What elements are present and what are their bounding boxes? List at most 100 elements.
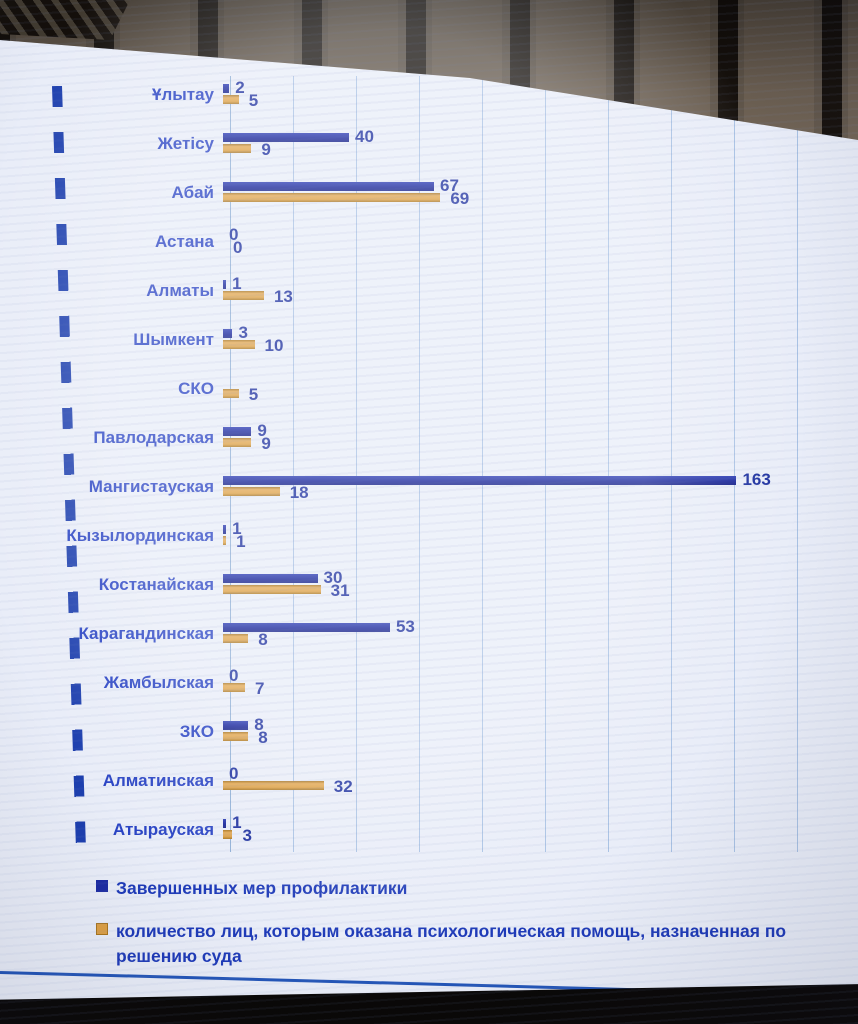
region-label: Мангистауская — [88, 477, 214, 496]
psych-help-bar — [223, 193, 441, 202]
legend-item-completed: Завершенных мер профилактики — [96, 876, 816, 901]
region-label: Ұлытау — [151, 85, 214, 104]
psych-help-value: 9 — [261, 140, 271, 159]
completed-value: 0 — [229, 225, 239, 244]
wall-shadow-bottom — [0, 984, 858, 1024]
completed-bar — [223, 525, 227, 534]
bar-chart: Ұлытау 2 5 Жетісу 40 9 Абай 67 69 Астана 0 0 Алматы 1… — [0, 70, 858, 854]
gridline — [734, 76, 735, 852]
completed-bar — [223, 84, 230, 93]
chart-row: Шымкент 3 10 — [0, 315, 858, 364]
psych-help-bar — [223, 536, 227, 545]
chart-row: Ұлытау 2 5 — [0, 70, 858, 119]
row-bars: 3 10 — [222, 315, 858, 364]
region-label: ЗКО — [179, 722, 214, 741]
completed-value: 0 — [229, 764, 239, 783]
legend-item-psych-help: количество лиц, которым оказана психолог… — [96, 919, 816, 969]
gridline — [797, 76, 798, 852]
completed-value: 1 — [232, 274, 242, 293]
region-label: Карагандинская — [78, 624, 214, 643]
gridline — [608, 76, 609, 852]
completed-bar — [223, 721, 249, 730]
gridline — [230, 76, 231, 852]
psych-help-value: 8 — [258, 630, 268, 649]
chart-row: Жамбылская 0 7 — [0, 658, 858, 707]
region-label: Жетісу — [157, 134, 214, 153]
completed-value: 2 — [235, 78, 245, 97]
gridline — [419, 76, 420, 852]
region-label: Алматы — [146, 281, 214, 300]
chart-rows: Ұлытау 2 5 Жетісу 40 9 Абай 67 69 Астана 0 0 Алматы 1… — [0, 70, 858, 854]
psych-help-value: 0 — [233, 238, 243, 257]
completed-bar — [223, 280, 227, 289]
completed-bar — [223, 476, 737, 485]
chart-row: Кызылординская 1 1 — [0, 511, 858, 560]
psych-help-value: 18 — [289, 483, 309, 502]
gridline — [356, 76, 357, 852]
row-bars: 30 31 — [222, 560, 858, 609]
completed-value: 8 — [254, 715, 264, 734]
psych-help-value: 31 — [330, 581, 350, 600]
completed-bar — [223, 574, 318, 583]
completed-bar — [223, 819, 227, 828]
completed-value: 67 — [440, 176, 459, 195]
psych-help-bar — [223, 781, 324, 790]
psych-help-bar — [223, 585, 321, 594]
gridlines — [230, 76, 830, 852]
legend-label-psych-help: количество лиц, которым оказана психолог… — [116, 921, 787, 966]
completed-bar — [223, 427, 252, 436]
region-label: Павлодарская — [93, 428, 214, 447]
psych-help-value: 69 — [450, 189, 470, 208]
chart-row: Астана 0 0 — [0, 217, 858, 266]
row-bars: 53 8 — [222, 609, 858, 658]
psych-help-value: 5 — [248, 91, 259, 110]
psych-help-value: 10 — [264, 336, 284, 355]
chart-row: СКО 5 — [0, 364, 858, 413]
psych-help-value: 13 — [273, 287, 293, 306]
psych-help-bar — [223, 438, 252, 447]
chart-row: Костанайская 30 31 — [0, 560, 858, 609]
completed-value: 163 — [742, 470, 771, 489]
chart-row: Карагандинская 53 8 — [0, 609, 858, 658]
completed-value: 1 — [232, 813, 242, 832]
region-label: Шымкент — [133, 330, 214, 349]
completed-bar — [223, 623, 390, 632]
legend-label-completed: Завершенных мер профилактики — [116, 878, 408, 898]
row-bars: 163 18 — [222, 462, 858, 511]
psych-help-value: 7 — [255, 679, 265, 698]
psych-help-bar — [223, 487, 280, 496]
psych-help-bar — [223, 683, 246, 692]
gridline — [482, 76, 483, 852]
chart-row: Атырауская 1 3 — [0, 805, 858, 854]
gridline — [671, 76, 672, 852]
region-label: СКО — [178, 379, 214, 398]
psych-help-value: 32 — [333, 777, 353, 796]
chart-row: Абай 67 69 — [0, 168, 858, 217]
region-label: Атырауская — [112, 820, 214, 839]
completed-bar — [223, 133, 349, 142]
psych-help-bar — [223, 95, 239, 104]
psych-help-bar — [223, 634, 249, 643]
row-bars: 5 — [222, 364, 858, 413]
chart-row: Жетісу 40 9 — [0, 119, 858, 168]
completed-bar — [223, 182, 435, 191]
region-label: Костанайская — [98, 575, 214, 594]
completed-value: 30 — [323, 568, 343, 587]
completed-value: 53 — [395, 617, 415, 636]
row-bars: 1 13 — [222, 266, 858, 315]
region-label: Алматинская — [102, 771, 214, 790]
completed-value: 9 — [257, 421, 267, 440]
row-bars: 40 9 — [222, 119, 858, 168]
chart-row: Алматинская 0 32 — [0, 756, 858, 805]
chart-legend: Завершенных мер профилактики количество … — [96, 876, 816, 987]
completed-value: 3 — [238, 323, 248, 342]
region-label: Жамбылская — [103, 673, 214, 692]
completed-value: 1 — [232, 519, 242, 538]
legend-swatch-blue-icon — [96, 880, 108, 892]
